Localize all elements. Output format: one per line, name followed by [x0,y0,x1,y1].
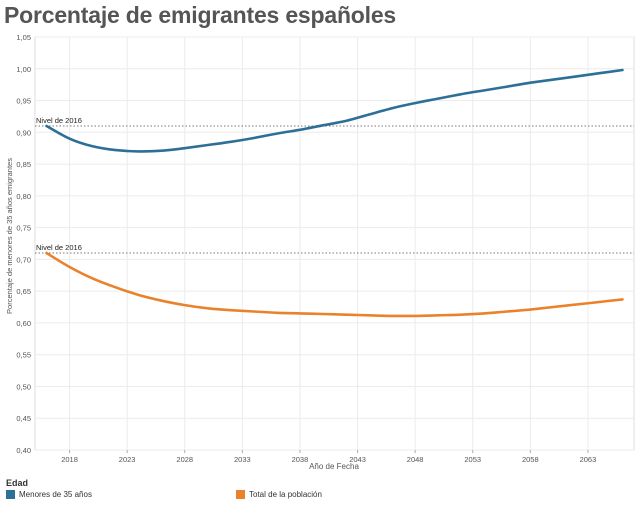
series [45,68,624,318]
y-axis-label: Porcentaje de menores de 35 años emigran… [5,158,14,314]
y-tick-label: 0,90 [16,128,31,137]
x-tick-label: 2043 [349,455,366,464]
legend-swatch-orange [236,490,245,499]
x-tick-label: 2038 [292,455,309,464]
y-tick-label: 0,80 [16,192,31,201]
x-tick-label: 2028 [176,455,193,464]
axes: 0,40 0,45 0,50 0,55 0,60 0,65 0,70 0,75 0,80 0,85… [16,33,596,464]
legend-item-menores[interactable]: Menores de 35 años [6,490,92,499]
y-tick-label: 0,50 [16,382,31,391]
x-tick-label: 2053 [464,455,481,464]
legend-label: Menores de 35 años [19,490,92,499]
y-tick-label: 1,00 [16,65,31,74]
legend-label: Total de la población [249,490,322,499]
plot-frame [34,36,635,451]
y-tick-label: 0,65 [16,287,31,296]
legend-swatch-blue [6,490,15,499]
y-tick-label: 0,95 [16,97,31,106]
x-tick-label: 2048 [407,455,424,464]
x-tick-label: 2063 [580,455,597,464]
series-line-1[interactable] [45,68,624,153]
y-tick-label: 0,70 [16,255,31,264]
reference-label: Nivel de 2016 [36,116,82,125]
y-tick-label: 1,05 [16,33,31,42]
chart-title: Porcentaje de emigrantes españoles [4,2,397,28]
y-tick-label: 0,60 [16,319,31,328]
legend-item-total[interactable]: Total de la población [236,490,322,499]
y-tick-label: 0,85 [16,160,31,169]
y-tick-label: 0,45 [16,414,31,423]
reference-lines: Nivel de 2016 Nivel de 2016 [35,116,634,254]
y-tick-label: 0,40 [16,446,31,455]
x-axis-label: Año de Fecha [309,462,359,471]
y-tick-label: 0,55 [16,351,31,360]
series-line-2[interactable] [45,251,624,318]
x-tick-label: 2033 [234,455,251,464]
x-tick-label: 2058 [522,455,539,464]
reference-label: Nivel de 2016 [36,243,82,252]
x-tick-label: 2023 [119,455,136,464]
legend-title: Edad [6,478,29,488]
x-tick-label: 2018 [61,455,78,464]
y-tick-label: 0,75 [16,224,31,233]
grid [34,36,635,451]
